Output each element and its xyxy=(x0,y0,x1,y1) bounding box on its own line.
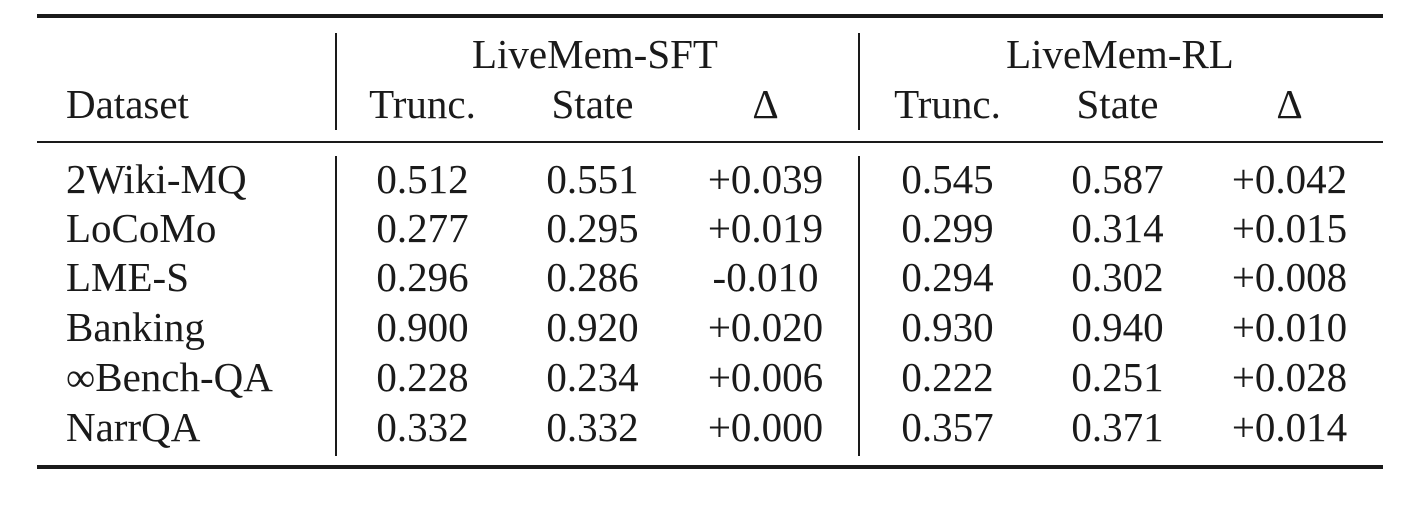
rl-state-cell: 0.940 xyxy=(1071,304,1164,350)
rl-delta-cell: +0.042 xyxy=(1231,156,1348,202)
rl-state-cell: 0.251 xyxy=(1071,354,1164,400)
sft-state-cell: 0.234 xyxy=(546,354,639,400)
body-separator-right xyxy=(858,156,860,456)
row-dataset: 2Wiki-MQ xyxy=(66,156,247,202)
header-separator-right xyxy=(858,33,860,130)
rl-state-cell: 0.371 xyxy=(1071,404,1164,450)
rl-state-cell: 0.587 xyxy=(1071,156,1164,202)
body-separator-left xyxy=(335,156,337,456)
rl-trunc-cell: 0.294 xyxy=(901,254,994,300)
rl-delta-cell: +0.008 xyxy=(1231,254,1348,300)
sft-state-cell: 0.295 xyxy=(546,205,639,251)
rl-trunc-cell: 0.930 xyxy=(901,304,994,350)
sft-delta-cell: +0.000 xyxy=(707,404,824,450)
group-header-rl: LiveMem-RL xyxy=(1006,31,1234,77)
row-dataset: LoCoMo xyxy=(66,205,217,251)
rl-delta-cell: +0.015 xyxy=(1231,205,1348,251)
row-dataset: NarrQA xyxy=(66,404,201,450)
rl-delta-cell: +0.010 xyxy=(1231,304,1348,350)
rl-trunc-cell: 0.357 xyxy=(901,404,994,450)
rl-state-cell: 0.314 xyxy=(1071,205,1164,251)
bottom-rule xyxy=(37,465,1383,469)
column-header-sft-trunc: Trunc. xyxy=(369,81,476,127)
rl-delta-cell: +0.014 xyxy=(1231,404,1348,450)
sft-delta-cell: +0.020 xyxy=(707,304,824,350)
sft-trunc-cell: 0.900 xyxy=(376,304,469,350)
sft-trunc-cell: 0.228 xyxy=(376,354,469,400)
sft-trunc-cell: 0.332 xyxy=(376,404,469,450)
sft-delta-cell: +0.019 xyxy=(707,205,824,251)
rl-trunc-cell: 0.222 xyxy=(901,354,994,400)
column-header-rl-trunc: Trunc. xyxy=(894,81,1001,127)
sft-delta-cell: +0.039 xyxy=(707,156,824,202)
rl-state-cell: 0.302 xyxy=(1071,254,1164,300)
rl-delta-cell: +0.028 xyxy=(1231,354,1348,400)
column-header-rl-state: State xyxy=(1076,81,1159,127)
column-header-sft-state: State xyxy=(551,81,634,127)
header-separator-left xyxy=(335,33,337,130)
row-dataset: Banking xyxy=(66,304,205,350)
sft-state-cell: 0.286 xyxy=(546,254,639,300)
rl-trunc-cell: 0.545 xyxy=(901,156,994,202)
row-dataset: ∞Bench-QA xyxy=(66,354,273,400)
rl-trunc-cell: 0.299 xyxy=(901,205,994,251)
sft-trunc-cell: 0.512 xyxy=(376,156,469,202)
group-header-sft: LiveMem-SFT xyxy=(472,31,718,77)
top-rule xyxy=(37,14,1383,18)
sft-trunc-cell: 0.296 xyxy=(376,254,469,300)
column-header-dataset: Dataset xyxy=(66,81,189,127)
row-dataset: LME-S xyxy=(66,254,189,300)
sft-state-cell: 0.920 xyxy=(546,304,639,350)
sft-delta-cell: +0.006 xyxy=(707,354,824,400)
sft-trunc-cell: 0.277 xyxy=(376,205,469,251)
sft-delta-cell: -0.010 xyxy=(712,254,819,300)
column-header-sft-delta: Δ xyxy=(752,81,779,127)
column-header-rl-delta: Δ xyxy=(1276,81,1303,127)
sft-state-cell: 0.551 xyxy=(546,156,639,202)
sft-state-cell: 0.332 xyxy=(546,404,639,450)
header-rule xyxy=(37,141,1383,143)
